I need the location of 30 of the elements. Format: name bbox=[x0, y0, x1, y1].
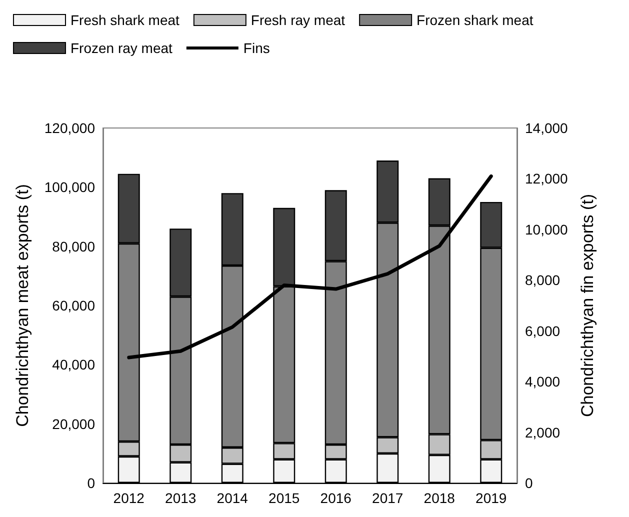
y-tick-label: 80,000 bbox=[52, 238, 96, 254]
legend-label: Fins bbox=[243, 40, 270, 56]
y2-tick-label: 12,000 bbox=[525, 170, 568, 187]
legend-label: Fresh ray meat bbox=[250, 12, 346, 28]
y2-tick-label: 0 bbox=[525, 475, 533, 491]
legend-label: Frozen shark meat bbox=[416, 12, 534, 28]
x-tick-label: 2014 bbox=[216, 490, 248, 506]
x-tick-label: 2018 bbox=[424, 490, 456, 506]
x-tick-label: 2015 bbox=[268, 490, 300, 506]
y-axis-title: Chondrichthyan meat exports (t) bbox=[13, 184, 32, 427]
y-tick-label: 120,000 bbox=[44, 120, 96, 136]
legend-label: Fresh shark meat bbox=[70, 12, 180, 28]
y2-tick-label: 14,000 bbox=[525, 120, 568, 136]
y2-axis-title: Chondrichthyan fin exports (t) bbox=[578, 194, 597, 417]
y-tick-label: 0 bbox=[87, 475, 96, 491]
y2-tick-label: 4,000 bbox=[525, 374, 560, 390]
x-tick-label: 2013 bbox=[165, 490, 196, 506]
x-tick-label: 2012 bbox=[113, 490, 145, 506]
y-tick-label: 40,000 bbox=[52, 356, 96, 373]
x-tick-label: 2019 bbox=[476, 490, 507, 506]
x-tick-label: 2016 bbox=[320, 490, 352, 506]
y-tick-label: 100,000 bbox=[44, 179, 96, 196]
y2-tick-label: 6,000 bbox=[525, 322, 560, 339]
x-tick-label: 2017 bbox=[372, 490, 404, 506]
y2-tick-label: 10,000 bbox=[525, 221, 568, 238]
y-tick-label: 20,000 bbox=[52, 416, 96, 432]
legend-label: Frozen ray meat bbox=[70, 40, 173, 56]
y2-tick-label: 2,000 bbox=[525, 424, 560, 440]
y-tick-label: 60,000 bbox=[52, 298, 96, 314]
y2-tick-label: 8,000 bbox=[525, 272, 560, 288]
